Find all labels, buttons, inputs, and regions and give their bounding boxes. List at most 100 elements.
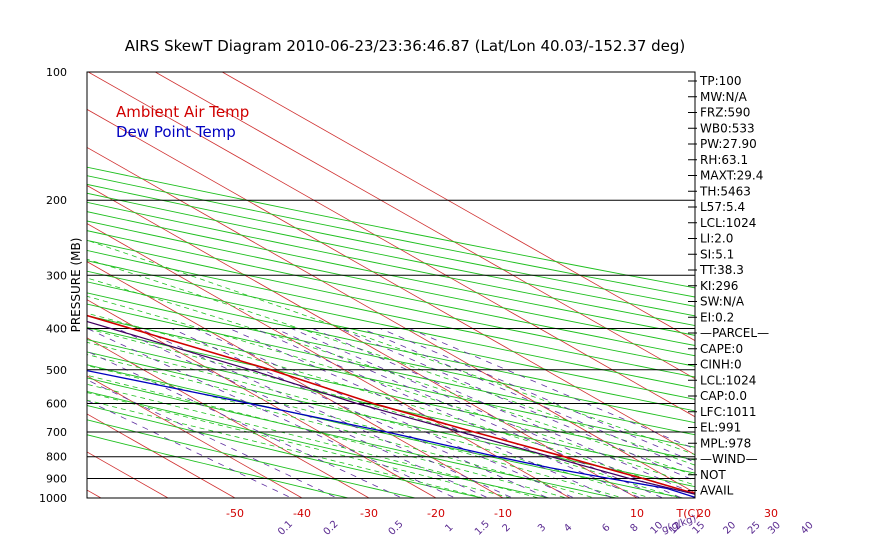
index-label: —WIND— <box>700 452 758 466</box>
bottom-temp-tick-label: -30 <box>360 507 378 520</box>
index-label: SI:5.1 <box>700 247 734 261</box>
index-label: MPL:978 <box>700 436 751 450</box>
moist-adiabat-line <box>87 258 695 466</box>
index-label: TP:100 <box>699 74 742 88</box>
moist-adiabat-line <box>87 295 695 486</box>
pressure-tick-label: 900 <box>46 473 67 486</box>
index-label: AVAIL <box>700 484 734 498</box>
dry-adiabat-line <box>87 326 695 461</box>
mixing-ratio-tick-label: 3 <box>536 522 548 534</box>
bottom-temp-tick-label: 30 <box>764 507 778 520</box>
chart-title: AIRS SkewT Diagram 2010-06-23/23:36:46.8… <box>125 37 686 55</box>
ambient-temp-curve <box>87 314 695 495</box>
isotherm-line <box>87 146 695 494</box>
isotherm-line <box>87 185 638 498</box>
mixing-ratio-tick-label: 30 <box>766 520 783 537</box>
pressure-tick-label: 300 <box>46 269 67 282</box>
bottom-temp-tick-label: -10 <box>494 507 512 520</box>
mixing-ratio-tick-label: 1 <box>443 522 455 534</box>
index-label: FRZ:590 <box>700 106 750 120</box>
index-label: WB0:533 <box>700 121 755 135</box>
moist-adiabat-line <box>87 374 569 498</box>
isotherm-line <box>87 108 695 456</box>
mixing-ratio-tick-label: 0.1 <box>276 519 295 538</box>
index-label: L57:5.4 <box>700 200 745 214</box>
isotherm-line <box>88 72 695 418</box>
mixing-ratio-line <box>194 328 576 498</box>
mixing-ratio-line <box>139 328 514 498</box>
isotherm-line <box>222 72 695 342</box>
index-label: EL:991 <box>700 421 741 435</box>
dry-adiabat-line <box>87 166 695 289</box>
index-label: KI:296 <box>700 279 738 293</box>
mixing-ratio-line <box>274 328 664 498</box>
mixing-ratio-line <box>87 328 457 498</box>
mixing-ratio-tick-label: 25 <box>746 520 763 537</box>
moist-adiabat-line <box>87 341 652 498</box>
mixing-ratio-tick-label: 0.2 <box>322 519 341 538</box>
dry-adiabat-line <box>87 434 350 498</box>
moist-adiabat-line <box>87 239 695 456</box>
index-label: LI:2.0 <box>700 232 733 246</box>
index-label: PW:27.90 <box>700 137 757 151</box>
dry-adiabat-line <box>87 270 695 400</box>
legend-ambient: Ambient Air Temp <box>116 103 249 121</box>
dry-adiabat-line <box>87 183 695 307</box>
moist-adiabat-line <box>87 365 597 498</box>
pressure-tick-label: 700 <box>46 426 67 439</box>
bottom-temp-tick-label: 20 <box>697 507 711 520</box>
index-label: RH:63.1 <box>700 153 748 167</box>
pressure-tick-label: 800 <box>46 451 67 464</box>
legend-dewpoint: Dew Point Temp <box>116 123 236 141</box>
moist-adiabat-line <box>87 354 624 498</box>
plot-frame <box>86 71 696 499</box>
index-label: LCL:1024 <box>700 373 756 387</box>
dry-adiabat-line <box>87 175 695 298</box>
pressure-tick-label: 100 <box>46 66 67 79</box>
dewpoint-curve <box>87 369 695 498</box>
isotherm-line <box>0 72 34 498</box>
index-label: TT:38.3 <box>699 263 744 277</box>
moist-adiabat-line <box>87 392 513 498</box>
bottom-temp-tick-label: 10 <box>630 507 644 520</box>
mixing-ratio-line <box>116 328 490 498</box>
moist-adiabat-line <box>87 277 695 476</box>
mixing-ratio-tick-label: 8 <box>628 522 640 534</box>
dry-adiabat-line <box>87 292 695 424</box>
dry-adiabat-line <box>87 281 695 412</box>
pressure-tick-label: 200 <box>46 194 67 207</box>
isotherm-line <box>87 413 236 498</box>
moist-adiabat-line <box>87 328 680 498</box>
mixing-ratio-line <box>87 379 338 498</box>
bottom-temp-tick-label: -20 <box>427 507 445 520</box>
index-label: MAXT:29.4 <box>700 169 763 183</box>
dry-adiabat-line <box>87 364 686 498</box>
dry-adiabat-line <box>87 220 695 346</box>
mixing-ratio-tick-label: 20 <box>721 520 738 537</box>
index-label: MW:N/A <box>700 90 748 104</box>
isotherm-line <box>87 337 370 498</box>
index-label: SW:N/A <box>700 295 745 309</box>
bottom-temp-tick-label: -50 <box>226 507 244 520</box>
dry-adiabat-line <box>87 230 695 357</box>
dry-adiabat-line <box>87 303 695 436</box>
index-label: —PARCEL— <box>700 326 769 340</box>
isotherm-line <box>155 72 695 380</box>
index-label: NOT <box>700 468 726 482</box>
pressure-tick-label: 1000 <box>39 492 67 505</box>
mixing-ratio-line <box>409 328 695 450</box>
dry-adiabat-line <box>87 211 695 336</box>
pressure-tick-label: 400 <box>46 322 67 335</box>
dry-adiabat-line <box>87 315 695 448</box>
mixing-ratio-line <box>87 350 403 498</box>
mixing-ratio-line <box>229 328 614 498</box>
mixing-ratio-tick-label: 0.5 <box>387 519 406 538</box>
dry-adiabat-line <box>87 239 695 367</box>
index-label: CAP:0.0 <box>700 389 747 403</box>
y-axis-label: PRESSURE (MB) <box>69 238 83 333</box>
mixing-ratio-tick-label: 4 <box>562 522 574 534</box>
index-label: CINH:0 <box>700 358 742 372</box>
pressure-tick-label: 600 <box>46 397 67 410</box>
bottom-temp-tick-label: -40 <box>293 507 311 520</box>
